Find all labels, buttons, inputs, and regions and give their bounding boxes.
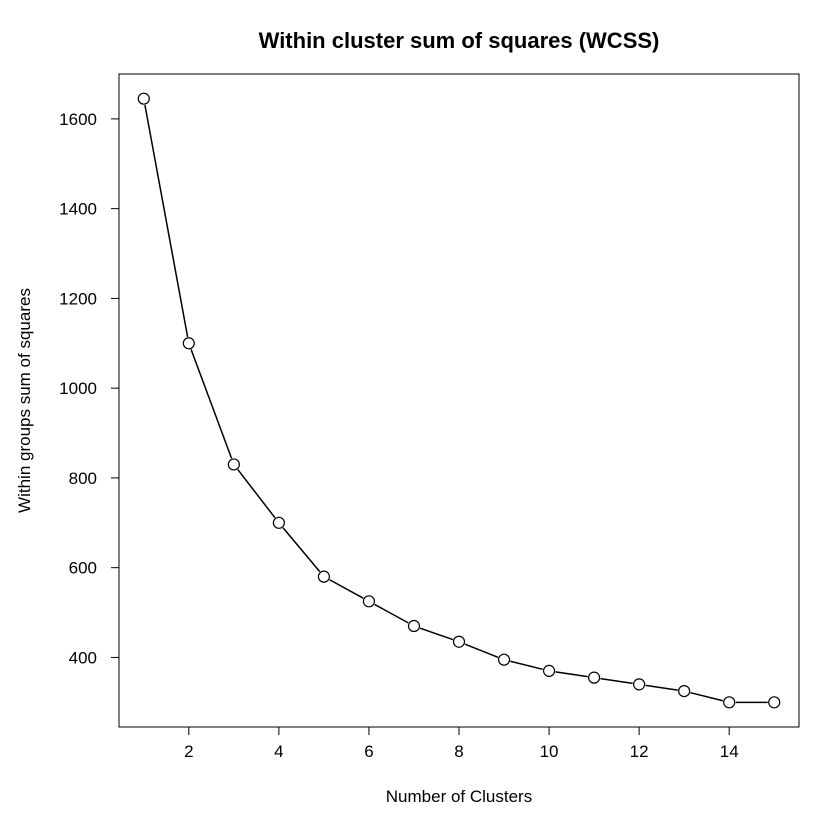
data-point bbox=[544, 665, 555, 676]
data-point bbox=[273, 517, 284, 528]
y-axis-ticks: 400 600 800 1000 1200 1400 1600 bbox=[59, 110, 119, 668]
x-tick-label: 8 bbox=[454, 742, 463, 761]
data-point bbox=[769, 697, 780, 708]
series-segment bbox=[145, 105, 188, 337]
series-segment bbox=[465, 644, 498, 657]
y-tick-label: 1600 bbox=[59, 110, 97, 129]
data-point bbox=[228, 459, 239, 470]
data-point bbox=[454, 636, 465, 647]
x-axis-ticks: 2 4 6 8 10 12 14 bbox=[184, 727, 739, 761]
series-segment bbox=[646, 685, 678, 690]
data-point bbox=[363, 596, 374, 607]
x-axis-label: Number of Clusters bbox=[386, 787, 532, 806]
data-point bbox=[499, 654, 510, 665]
data-point bbox=[183, 338, 194, 349]
plot-border bbox=[119, 74, 799, 727]
data-point bbox=[589, 672, 600, 683]
data-point bbox=[634, 679, 645, 690]
wcss-line-series bbox=[138, 93, 779, 708]
x-tick-label: 10 bbox=[540, 742, 559, 761]
series-segment bbox=[191, 349, 232, 458]
y-tick-label: 1000 bbox=[59, 379, 97, 398]
series-segment bbox=[238, 470, 275, 518]
y-tick-label: 1200 bbox=[59, 289, 97, 308]
data-point bbox=[408, 621, 419, 632]
data-point bbox=[724, 697, 735, 708]
y-tick-label: 800 bbox=[69, 469, 97, 488]
y-tick-label: 600 bbox=[69, 559, 97, 578]
data-point bbox=[679, 686, 690, 697]
series-segment bbox=[601, 679, 633, 684]
x-tick-label: 6 bbox=[364, 742, 373, 761]
series-segment bbox=[330, 580, 364, 598]
y-axis-label: Within groups sum of squares bbox=[15, 288, 34, 513]
series-segment bbox=[510, 661, 542, 669]
series-segment bbox=[420, 628, 453, 639]
data-point bbox=[318, 571, 329, 582]
chart-title: Within cluster sum of squares (WCSS) bbox=[259, 28, 660, 53]
series-segment bbox=[690, 693, 722, 701]
y-tick-label: 400 bbox=[69, 648, 97, 667]
x-tick-label: 4 bbox=[274, 742, 283, 761]
x-tick-label: 14 bbox=[720, 742, 739, 761]
x-tick-label: 12 bbox=[630, 742, 649, 761]
series-segment bbox=[555, 672, 587, 677]
wcss-chart: Within cluster sum of squares (WCSS) 2 4 6… bbox=[0, 0, 840, 840]
series-segment bbox=[375, 604, 409, 622]
series-segment bbox=[283, 528, 320, 572]
data-point bbox=[138, 93, 149, 104]
x-tick-label: 2 bbox=[184, 742, 193, 761]
y-tick-label: 1400 bbox=[59, 200, 97, 219]
